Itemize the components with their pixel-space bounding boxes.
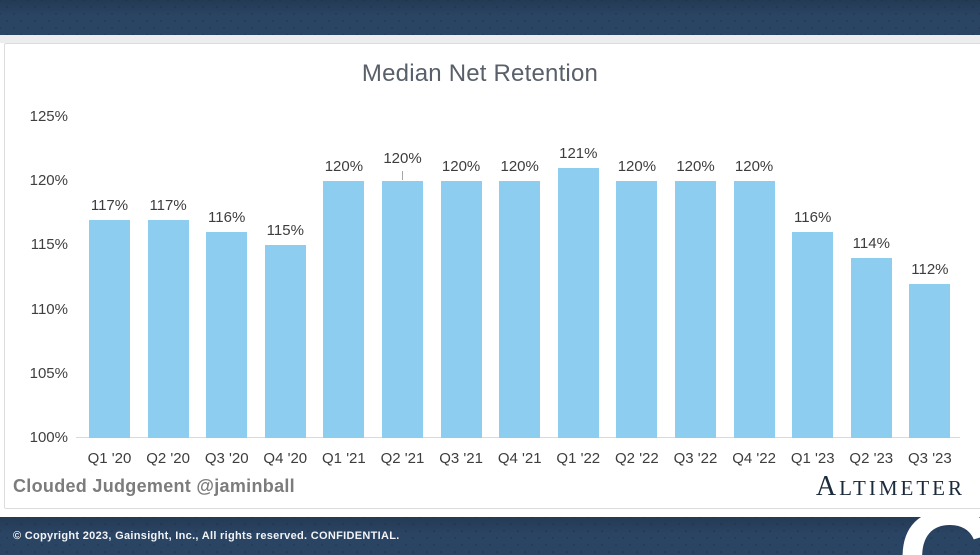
y-axis-tick-label: 110% <box>30 300 68 318</box>
bar <box>147 219 189 438</box>
bar-data-label: 117% <box>149 196 187 214</box>
bar <box>89 219 130 438</box>
top-navy-band <box>0 0 980 35</box>
x-axis-tick-label: Q3 '23 <box>908 450 952 467</box>
bar-data-label: 114% <box>852 235 890 253</box>
altimeter-logo: ALTIMETER <box>815 471 965 502</box>
bar-data-label: 117% <box>90 196 129 214</box>
chart-title: Median Net Retention <box>361 60 599 87</box>
bar <box>206 232 248 438</box>
bar <box>557 168 599 438</box>
bar <box>909 283 951 438</box>
x-axis-tick-label: Q1 '22 <box>556 450 601 467</box>
bar-data-label: 121% <box>559 145 598 163</box>
x-axis-tick-label: Q3 '21 <box>439 450 483 467</box>
bar-data-label: 120% <box>676 158 715 175</box>
footer-navy-band <box>0 517 980 555</box>
x-axis-tick-label: Q4 '20 <box>263 450 308 467</box>
y-axis-tick-label: 120% <box>29 172 68 189</box>
bar <box>792 232 834 438</box>
x-axis-tick-label: Q4 '21 <box>497 450 542 467</box>
bar <box>850 258 892 438</box>
bar-data-label: 116% <box>794 209 832 227</box>
bar-data-label: 120% <box>383 150 422 167</box>
x-axis-tick-label: Q2 '21 <box>380 450 425 467</box>
bar <box>323 181 365 438</box>
bar-data-label: 120% <box>324 158 364 175</box>
x-axis-tick-label: Q4 '22 <box>732 450 776 467</box>
bar-data-label: 120% <box>441 158 481 175</box>
bar <box>733 181 775 438</box>
bar-data-label: 115% <box>266 222 304 240</box>
bar-data-label: 120% <box>617 158 657 175</box>
x-axis-tick-label: Q3 '22 <box>673 450 718 467</box>
bar <box>616 181 658 438</box>
x-axis-tick-label: Q1 '21 <box>322 450 366 467</box>
x-axis-tick-label: Q3 '20 <box>204 450 249 467</box>
bar <box>382 181 423 438</box>
x-axis-tick-label: Q2 '23 <box>849 450 894 467</box>
footer-copyright: © Copyright 2023, Gainsight, Inc., All r… <box>13 530 400 542</box>
attribution-text: Clouded Judgement @jaminball <box>13 476 295 496</box>
bar <box>675 181 716 438</box>
bar <box>440 181 482 438</box>
x-axis-tick-label: Q2 '22 <box>615 450 659 467</box>
band-separator <box>0 35 980 43</box>
x-axis-tick-label: Q1 '23 <box>790 450 835 467</box>
x-axis-tick-label: Q1 '20 <box>87 450 132 467</box>
y-axis-tick-label: 115% <box>30 236 68 254</box>
label-leader-line <box>402 171 403 180</box>
y-axis-tick-label: 100% <box>29 429 68 446</box>
bar-data-label: 120% <box>500 158 539 175</box>
bar <box>264 245 306 438</box>
x-axis-tick-label: Q2 '20 <box>146 450 190 467</box>
y-axis-tick-label: 125% <box>29 107 68 125</box>
bar-data-label: 112% <box>911 260 949 278</box>
gainsight-g-logo: G <box>897 490 980 555</box>
y-axis-tick-label: 105% <box>29 364 68 382</box>
bar <box>499 181 541 438</box>
bar-data-label: 116% <box>208 209 246 227</box>
bar-data-label: 120% <box>734 158 774 175</box>
